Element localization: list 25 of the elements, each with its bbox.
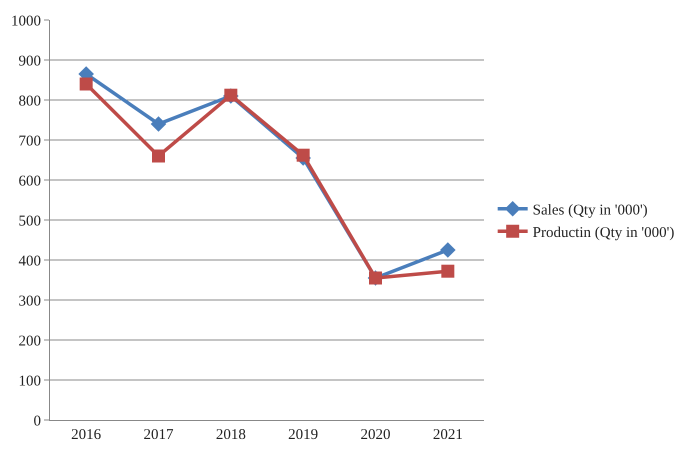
x-tick-label: 2018 [216,427,246,443]
y-tick-label: 400 [18,253,41,270]
point [296,148,310,162]
point [80,78,93,90]
y-tick-label: 0 [34,413,41,430]
y-tick-label: 300 [18,293,41,310]
y-tick-label: 600 [18,173,41,190]
legend-label: Productin (Qty in '000') [532,225,674,242]
y-tick-label: 200 [18,333,41,350]
point [152,150,165,162]
point [440,242,456,258]
x-tick-label: 2020 [360,427,390,443]
x-tick-label: 2019 [288,427,318,443]
y-tick-label: 100 [18,373,41,390]
y-tick-label: 900 [18,53,41,70]
y-tick-label: 800 [18,93,41,110]
point [441,264,454,278]
point [150,116,166,132]
x-tick-label: 2016 [71,427,102,443]
y-tick-label: 700 [18,133,41,150]
legend-label: Sales (Qty in '000') [532,202,648,219]
x-tick-label: 2017 [144,427,174,443]
y-tick-label: 500 [18,213,41,230]
x-tick-label: 2021 [432,427,463,443]
y-tick-label: 1000 [11,13,41,30]
